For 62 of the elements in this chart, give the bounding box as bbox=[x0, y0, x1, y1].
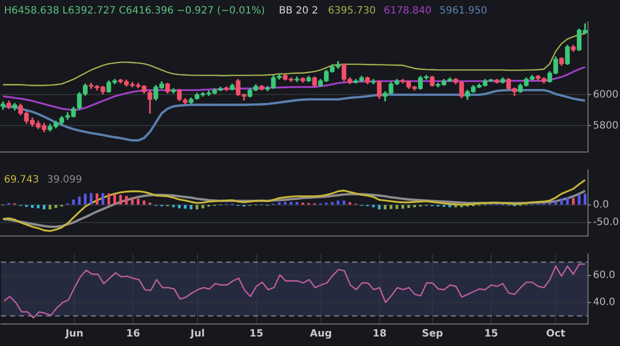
y-tick-label: 60.0 bbox=[593, 270, 616, 282]
bar bbox=[560, 198, 563, 205]
text: 6178.840 bbox=[384, 6, 432, 17]
bar bbox=[378, 204, 381, 210]
bar bbox=[172, 204, 175, 208]
y-tick-label: 6000 bbox=[593, 89, 618, 100]
text: 5961.950 bbox=[439, 6, 488, 17]
bar bbox=[396, 204, 398, 210]
bar bbox=[578, 194, 581, 205]
y-tick-label: 0.0 bbox=[593, 199, 609, 210]
bar bbox=[72, 199, 75, 205]
bar bbox=[407, 204, 410, 208]
y-tick-label: 40.0 bbox=[593, 297, 616, 308]
bar bbox=[566, 197, 569, 205]
bar bbox=[413, 204, 416, 208]
bar bbox=[196, 204, 198, 210]
bar bbox=[190, 204, 192, 210]
bar bbox=[54, 204, 58, 208]
bar bbox=[142, 200, 146, 205]
chart-title: H6458.638 L6392.727 C6416.396 −0.927 (−0.01%) bbox=[4, 6, 265, 17]
bar bbox=[296, 202, 298, 205]
bar bbox=[130, 197, 134, 205]
text: 69.743 bbox=[4, 174, 39, 186]
x-tick-label: Oct bbox=[546, 328, 566, 340]
bar bbox=[113, 194, 116, 205]
y-tick-label: -50.0 bbox=[593, 217, 619, 228]
bar bbox=[554, 200, 557, 205]
bar bbox=[584, 194, 586, 205]
bar bbox=[48, 204, 52, 210]
text: 39.099 bbox=[46, 174, 82, 186]
x-tick-label: 15 bbox=[484, 328, 498, 340]
x-tick-label: 15 bbox=[249, 328, 264, 340]
bar bbox=[78, 196, 81, 205]
bar bbox=[36, 204, 40, 208]
bar bbox=[90, 193, 92, 205]
bar bbox=[96, 193, 98, 205]
bar bbox=[384, 204, 386, 210]
bar bbox=[102, 193, 104, 205]
bar bbox=[31, 204, 34, 208]
bar bbox=[290, 202, 292, 205]
bar bbox=[342, 200, 346, 205]
bar bbox=[390, 204, 392, 210]
bar bbox=[184, 204, 187, 209]
text: 6395.730 bbox=[328, 6, 376, 17]
bar bbox=[107, 193, 110, 205]
x-tick-label: 18 bbox=[372, 328, 387, 340]
bar bbox=[401, 204, 404, 209]
x-tick-label: 16 bbox=[126, 328, 140, 340]
bar bbox=[119, 194, 122, 205]
bar bbox=[42, 204, 46, 210]
bar bbox=[336, 200, 340, 205]
bar bbox=[178, 204, 181, 208]
bar bbox=[125, 196, 128, 205]
bar bbox=[572, 198, 575, 205]
x-tick-label: Jun bbox=[64, 328, 84, 340]
x-tick-label: Aug bbox=[310, 328, 332, 340]
x-tick-label: Jul bbox=[190, 328, 205, 340]
bar bbox=[84, 194, 87, 205]
legend-title: BB 20 2 bbox=[278, 6, 318, 17]
x-tick-label: Sep bbox=[422, 328, 444, 340]
y-tick-label: 5800 bbox=[593, 120, 618, 132]
bar bbox=[202, 204, 204, 208]
